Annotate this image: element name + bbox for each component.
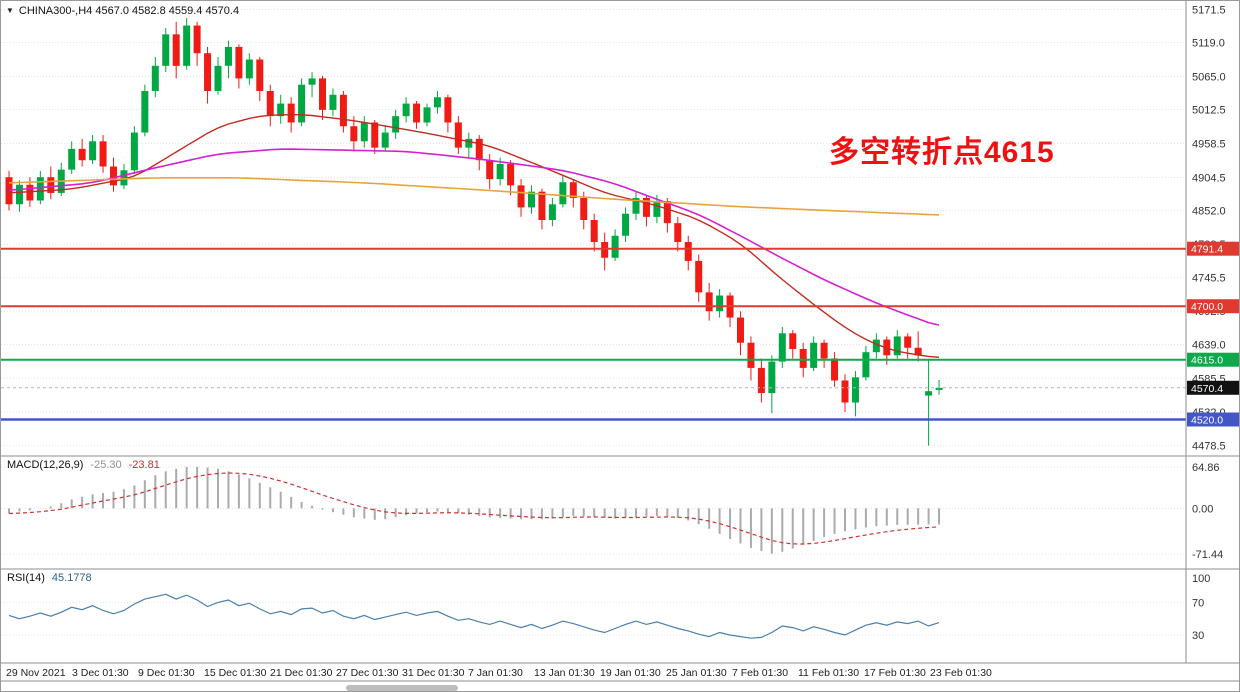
- svg-text:4639.0: 4639.0: [1192, 340, 1226, 352]
- price-level-badge: [1187, 352, 1239, 367]
- svg-text:4791.4: 4791.4: [1191, 244, 1223, 256]
- svg-text:4478.5: 4478.5: [1192, 441, 1226, 453]
- svg-text:4520.0: 4520.0: [1191, 414, 1223, 426]
- svg-text:23 Feb 01:30: 23 Feb 01:30: [930, 667, 992, 679]
- svg-text:0.00: 0.00: [1192, 503, 1213, 515]
- svg-text:15 Dec 01:30: 15 Dec 01:30: [204, 667, 267, 679]
- macd-axis-labels: 64.86 0.00 -71.44: [1192, 462, 1223, 561]
- date-axis-labels: 29 Nov 2021 3 Dec 01:30 9 Dec 01:30 15 Dec …: [6, 667, 992, 679]
- rsi-value: 45.1778: [51, 572, 92, 584]
- symbol-ohlc-text: CHINA300-,H4 4567.0 4582.8 4559.4 4570.4: [18, 5, 240, 17]
- rsi-panel[interactable]: [1, 569, 1186, 663]
- svg-text:5065.0: 5065.0: [1192, 72, 1226, 84]
- svg-text:4745.5: 4745.5: [1192, 273, 1226, 285]
- macd-value-main: -25.30: [90, 459, 122, 471]
- main-chart-panel[interactable]: [1, 1, 1186, 456]
- rsi-axis-labels: 100 70 30: [1192, 573, 1210, 642]
- svg-text:19 Jan 01:30: 19 Jan 01:30: [600, 667, 661, 679]
- svg-text:17 Feb 01:30: 17 Feb 01:30: [864, 667, 926, 679]
- price-level-badges: 4791.4 4700.0 4615.0 4520.0 4570.4: [1187, 241, 1239, 427]
- svg-text:5012.5: 5012.5: [1192, 105, 1226, 117]
- svg-text:5119.0: 5119.0: [1192, 38, 1225, 50]
- price-level-badge: [1187, 412, 1239, 427]
- symbol-ohlc-label: ▼ CHINA300-,H4 4567.0 4582.8 4559.4 4570.…: [6, 5, 239, 17]
- svg-text:25 Jan 01:30: 25 Jan 01:30: [666, 667, 727, 679]
- svg-text:7 Jan 01:30: 7 Jan 01:30: [468, 667, 523, 679]
- svg-text:29 Nov 2021: 29 Nov 2021: [6, 667, 66, 679]
- svg-text:13 Jan 01:30: 13 Jan 01:30: [534, 667, 595, 679]
- ma-line-mid-magenta: [8, 148, 940, 326]
- scrollbar-thumb[interactable]: [346, 685, 458, 691]
- svg-text:100: 100: [1192, 573, 1210, 585]
- svg-text:-71.44: -71.44: [1192, 549, 1223, 561]
- svg-text:70: 70: [1192, 597, 1204, 609]
- svg-text:64.86: 64.86: [1192, 462, 1220, 474]
- ma-line-slow-orange: [8, 177, 940, 216]
- gridlines: [1, 8, 1186, 636]
- price-axis[interactable]: [1186, 1, 1240, 663]
- svg-text:27 Dec 01:30: 27 Dec 01:30: [336, 667, 399, 679]
- svg-text:11 Feb 01:30: 11 Feb 01:30: [798, 667, 859, 679]
- time-axis[interactable]: [1, 663, 1240, 681]
- price-level-badge: [1187, 299, 1239, 314]
- macd-histogram: [8, 466, 941, 554]
- horizontal-scrollbar[interactable]: [1, 683, 1240, 692]
- svg-text:3 Dec 01:30: 3 Dec 01:30: [72, 667, 129, 679]
- macd-panel[interactable]: [1, 456, 1186, 569]
- svg-text:4958.5: 4958.5: [1192, 139, 1226, 151]
- annotation-text: 多空转折点4615: [829, 136, 1055, 169]
- bid-price-badge: [1187, 380, 1239, 395]
- rsi-line: [8, 593, 940, 639]
- symbol-dropdown-icon[interactable]: ▼: [6, 6, 14, 15]
- svg-text:5171.5: 5171.5: [1192, 4, 1226, 16]
- horizontal-level-lines: [1, 247, 1186, 421]
- price-level-badge: [1187, 241, 1239, 256]
- rsi-name: RSI(14): [7, 572, 45, 584]
- svg-text:21 Dec 01:30: 21 Dec 01:30: [270, 667, 333, 679]
- svg-text:4852.0: 4852.0: [1192, 206, 1226, 218]
- macd-name: MACD(12,26,9): [7, 459, 84, 471]
- macd-indicator-label: MACD(12,26,9) -25.30 -23.81: [7, 459, 160, 471]
- rsi-indicator-label: RSI(14) 45.1778: [7, 572, 92, 584]
- svg-text:4570.4: 4570.4: [1191, 383, 1223, 395]
- svg-text:31 Dec 01:30: 31 Dec 01:30: [402, 667, 465, 679]
- svg-text:4904.5: 4904.5: [1192, 173, 1226, 185]
- svg-text:9 Dec 01:30: 9 Dec 01:30: [138, 667, 195, 679]
- svg-text:4615.0: 4615.0: [1191, 355, 1223, 367]
- macd-value-signal: -23.81: [128, 459, 160, 471]
- svg-text:30: 30: [1192, 630, 1204, 642]
- svg-text:7 Feb 01:30: 7 Feb 01:30: [732, 667, 788, 679]
- ma-line-fast-red: [8, 113, 940, 358]
- svg-text:4700.0: 4700.0: [1191, 301, 1223, 313]
